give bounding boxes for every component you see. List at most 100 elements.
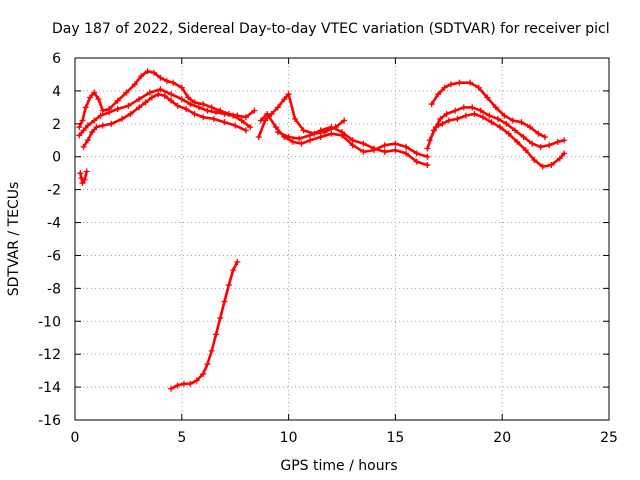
data-point: [522, 147, 529, 154]
data-point: [509, 117, 516, 124]
data-point: [494, 115, 501, 122]
data-point: [183, 106, 190, 113]
data-point: [108, 120, 115, 127]
data-point: [441, 84, 448, 91]
data-point: [535, 130, 542, 137]
data-point: [520, 133, 527, 140]
plot-frame: [74, 57, 610, 421]
data-point: [221, 110, 228, 117]
data-point: [221, 298, 228, 305]
data-point: [142, 99, 149, 106]
data-point: [317, 127, 324, 134]
data-point: [170, 79, 177, 86]
data-point: [99, 122, 106, 129]
x-axis-label: GPS time / hours: [280, 458, 397, 474]
data-point: [492, 104, 499, 111]
data-point: [193, 377, 200, 384]
data-point: [439, 120, 446, 127]
series-track-k: [428, 79, 548, 140]
data-point: [445, 117, 452, 124]
data-point: [471, 110, 478, 117]
data-point: [317, 133, 324, 140]
data-point: [187, 380, 194, 387]
data-point: [432, 124, 439, 131]
data-point: [136, 104, 143, 111]
data-point: [242, 114, 249, 121]
data-point: [460, 104, 467, 111]
data-point: [274, 129, 281, 136]
data-point: [95, 96, 102, 103]
data-point: [125, 102, 132, 109]
y-tick-label: 2: [52, 117, 61, 133]
data-point: [127, 110, 134, 117]
data-point: [349, 137, 356, 144]
x-tick-label: 25: [600, 430, 618, 446]
data-point: [161, 92, 168, 99]
data-point: [360, 148, 367, 155]
series-track-e: [168, 259, 241, 392]
data-point: [503, 120, 510, 127]
data-point: [426, 137, 433, 144]
data-point: [168, 91, 175, 98]
data-point: [79, 180, 86, 187]
data-point: [136, 96, 143, 103]
data-point: [428, 101, 435, 108]
data-point: [328, 124, 335, 131]
data-point: [123, 89, 130, 96]
data-point: [180, 380, 187, 387]
data-point: [163, 78, 170, 85]
series-track-h: [274, 124, 431, 168]
data-point: [138, 73, 145, 80]
y-tick-label: -10: [38, 314, 61, 330]
x-tick-label: 10: [280, 430, 298, 446]
data-point: [452, 107, 459, 114]
data-point: [272, 124, 279, 131]
data-point: [247, 124, 254, 131]
grid-lines: [75, 58, 609, 420]
data-point: [200, 114, 207, 121]
data-point: [83, 168, 90, 175]
data-point: [381, 148, 388, 155]
chart-title: Day 187 of 2022, Sidereal Day-to-day VTE…: [52, 21, 610, 37]
data-point: [281, 96, 288, 103]
series-line: [428, 112, 566, 168]
y-tick-label: 6: [52, 51, 61, 67]
data-point: [526, 124, 533, 131]
data-point: [257, 117, 264, 124]
y-tick-label: -14: [38, 380, 61, 396]
series-track-c: [80, 91, 249, 150]
data-point: [221, 119, 228, 126]
data-point: [413, 150, 420, 157]
y-tick-label: -12: [38, 347, 61, 363]
data-point: [204, 361, 211, 368]
data-point: [443, 110, 450, 117]
data-point: [539, 163, 546, 170]
data-point: [191, 110, 198, 117]
data-point: [208, 347, 215, 354]
series-track-a: [76, 68, 258, 131]
data-point: [86, 94, 93, 101]
data-point: [168, 385, 175, 392]
data-point: [392, 140, 399, 147]
data-point: [195, 104, 202, 111]
series-track-i: [424, 104, 568, 152]
data-point: [174, 382, 181, 389]
data-point: [413, 158, 420, 165]
data-point: [514, 138, 521, 145]
data-point: [488, 119, 495, 126]
data-point: [84, 137, 91, 144]
data-point: [225, 282, 232, 289]
data-point: [296, 135, 303, 142]
series-track-b: [76, 86, 254, 139]
data-point: [298, 140, 305, 147]
data-point: [541, 133, 548, 140]
data-point: [505, 130, 512, 137]
x-tick-label: 15: [386, 430, 404, 446]
data-point: [467, 79, 474, 86]
data-point: [148, 94, 155, 101]
data-point: [454, 115, 461, 122]
series-track-d: [77, 168, 90, 187]
data-point: [477, 107, 484, 114]
data-point: [548, 161, 555, 168]
